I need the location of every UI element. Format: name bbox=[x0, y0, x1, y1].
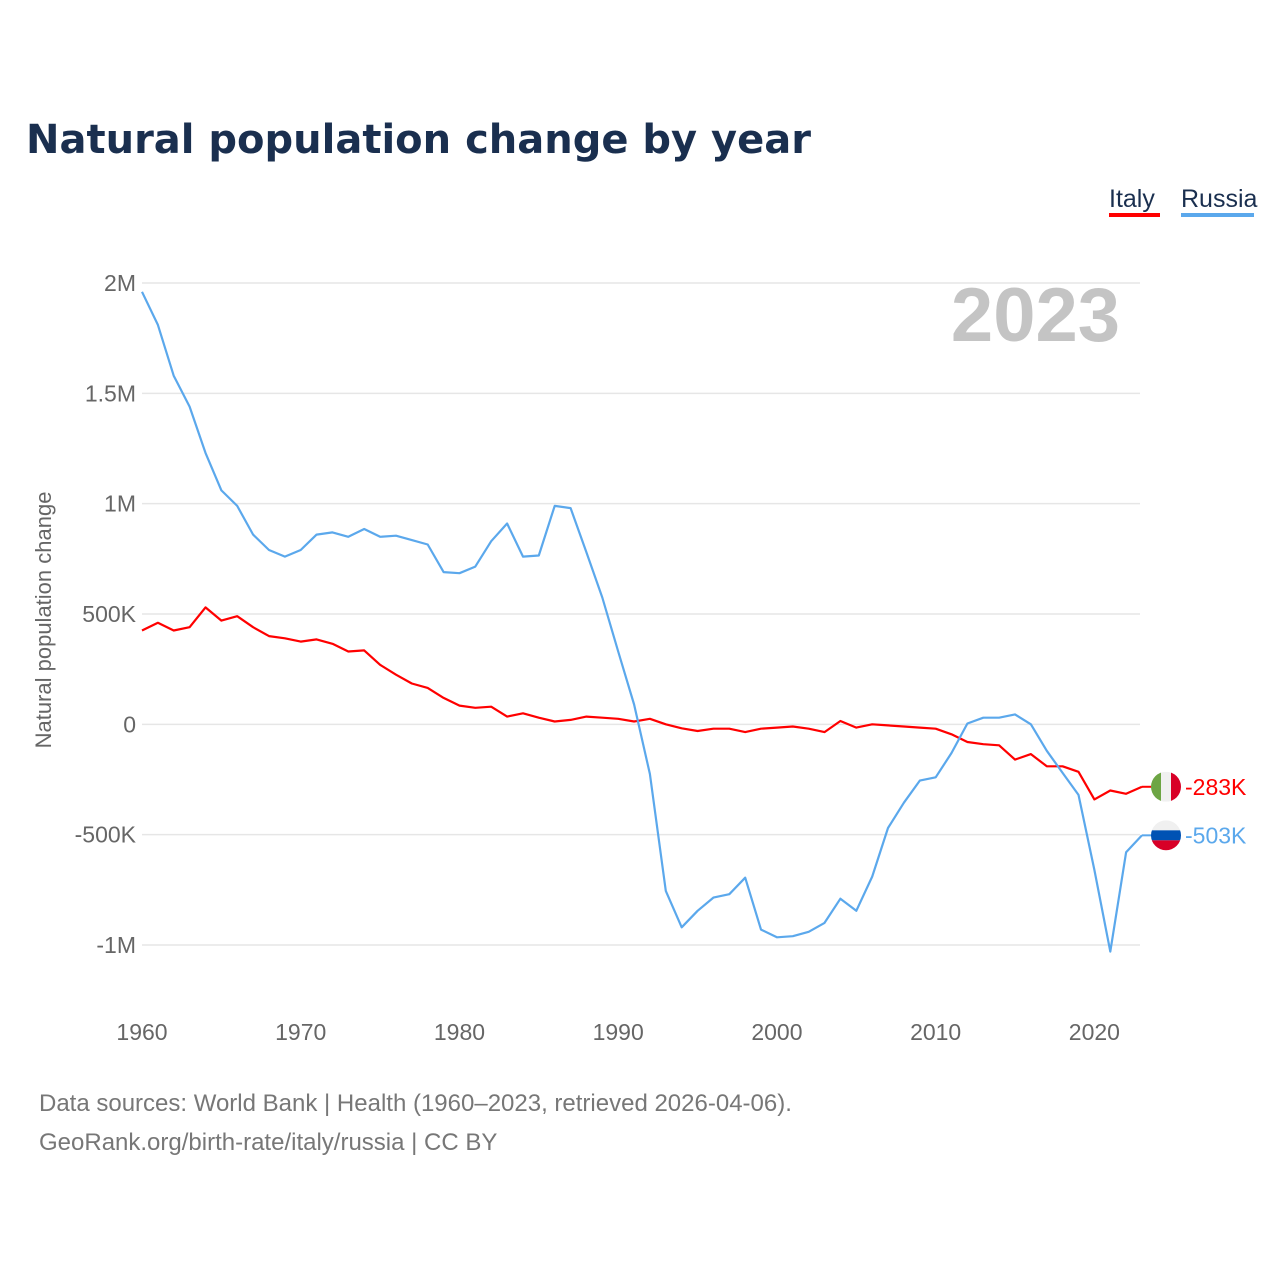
y-tick-label: 1M bbox=[104, 491, 136, 517]
source-link[interactable]: GeoRank.org/birth-rate/italy/russia | CC… bbox=[39, 1129, 497, 1156]
x-tick-label: 1970 bbox=[275, 1019, 326, 1045]
legend-label: Italy bbox=[1109, 185, 1155, 213]
chart-title: Natural population change by year bbox=[26, 117, 811, 163]
y-tick-label: 2M bbox=[104, 270, 136, 296]
y-tick-label: -500K bbox=[75, 822, 137, 848]
end-labels: -283K -503K bbox=[1142, 771, 1247, 851]
x-tick-label: 2020 bbox=[1069, 1019, 1120, 1045]
legend: Italy Russia bbox=[1109, 185, 1258, 217]
y-axis-label: Natural population change bbox=[31, 492, 56, 749]
legend-swatch bbox=[1181, 213, 1254, 217]
end-value-label: -503K bbox=[1185, 822, 1247, 848]
legend-item-russia[interactable]: Russia bbox=[1181, 185, 1258, 217]
x-tick-label: 1990 bbox=[593, 1019, 644, 1045]
end-value-label: -283K bbox=[1185, 774, 1247, 800]
year-label: 2023 bbox=[951, 273, 1120, 358]
legend-swatch bbox=[1109, 213, 1160, 217]
series-lines bbox=[141, 291, 1143, 953]
y-tick-label: -1M bbox=[96, 932, 136, 958]
series-line-italy bbox=[141, 606, 1143, 801]
y-tick-label: 500K bbox=[82, 601, 136, 627]
russia-flag-icon bbox=[1151, 820, 1181, 851]
series-line-russia bbox=[141, 291, 1143, 953]
grid: 2M 1.5M 1M 500K 0 -500K -1M 1960 1970 1980 1990 200… bbox=[75, 270, 1140, 1045]
x-tick-label: 2010 bbox=[910, 1019, 961, 1045]
x-tick-label: 1980 bbox=[434, 1019, 485, 1045]
y-tick-label: 0 bbox=[123, 711, 136, 737]
x-tick-label: 1960 bbox=[116, 1019, 167, 1045]
legend-item-italy[interactable]: Italy bbox=[1109, 185, 1160, 217]
italy-flag-icon bbox=[1151, 771, 1181, 802]
y-tick-label: 1.5M bbox=[85, 380, 136, 406]
legend-label: Russia bbox=[1181, 185, 1258, 213]
source-text: Data sources: World Bank | Health (1960–… bbox=[39, 1090, 792, 1117]
x-tick-label: 2000 bbox=[751, 1019, 802, 1045]
